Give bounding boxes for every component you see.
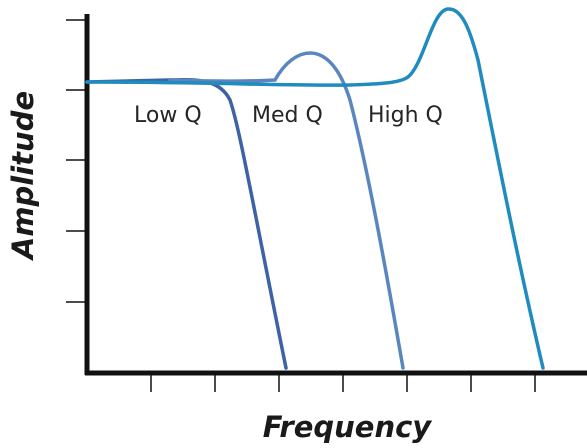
curve-high-q bbox=[85, 7, 545, 370]
x-ticks bbox=[150, 374, 536, 392]
y-axis-title: Amplitude bbox=[6, 91, 40, 261]
label-high-q: High Q bbox=[368, 103, 443, 128]
label-low-q: Low Q bbox=[134, 103, 202, 128]
x-axis-title: Frequency bbox=[263, 410, 433, 444]
y-ticks bbox=[66, 19, 86, 303]
curve-med-q bbox=[168, 51, 405, 370]
label-med-q: Med Q bbox=[252, 103, 323, 128]
